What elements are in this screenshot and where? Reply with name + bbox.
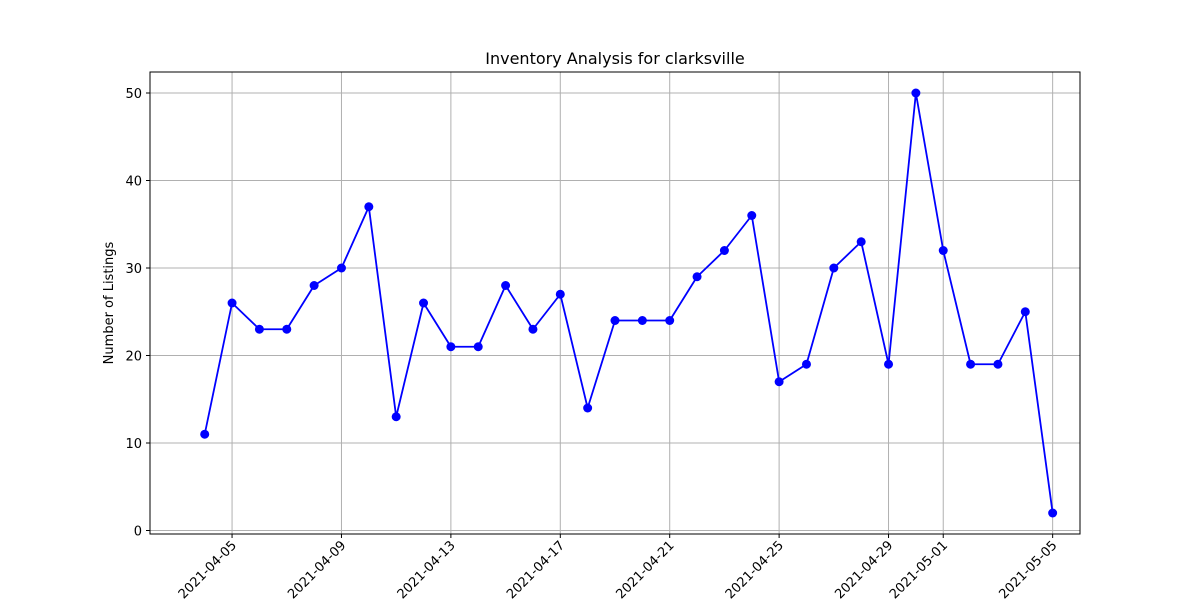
- data-point: [938, 246, 948, 255]
- plot-frame: [149, 71, 1081, 535]
- data-point: [282, 324, 292, 334]
- y-tick-label: 0: [134, 525, 142, 540]
- x-tick-label: 2021-04-05: [176, 538, 240, 600]
- data-point: [1020, 307, 1030, 317]
- y-axis: 0 10 20 30 40 50: [125, 87, 150, 540]
- y-tick-label: 10: [125, 437, 142, 452]
- data-point: [528, 324, 538, 334]
- data-point: [473, 342, 483, 352]
- data-point: [610, 316, 620, 325]
- data-point: [637, 316, 647, 325]
- x-tick-label: 2021-04-21: [613, 538, 677, 600]
- data-point: [911, 88, 921, 98]
- data-point: [446, 342, 456, 352]
- y-tick-label: 40: [125, 175, 142, 190]
- chart-title: Inventory Analysis for clarksville: [485, 49, 744, 68]
- data-point: [254, 324, 264, 334]
- data-point: [747, 211, 757, 220]
- x-tick-label: 2021-04-09: [285, 538, 349, 600]
- x-tick-label: 2021-04-25: [723, 538, 787, 600]
- data-point: [364, 202, 374, 212]
- data-point: [829, 263, 839, 273]
- data-point: [884, 359, 894, 369]
- data-point: [1048, 508, 1058, 518]
- data-point: [856, 237, 866, 247]
- data-point: [966, 359, 976, 369]
- x-tick-label: 2021-04-13: [395, 538, 459, 600]
- data-point: [501, 281, 511, 290]
- x-axis: 2021-04-05 2021-04-09 2021-04-13 2021-04-17…: [176, 534, 1060, 602]
- data-point: [200, 429, 210, 439]
- data-point: [391, 412, 401, 422]
- y-tick-label: 30: [125, 262, 142, 277]
- x-tick-label: 2021-05-01: [887, 538, 951, 600]
- y-tick-label: 50: [125, 87, 142, 102]
- data-point: [993, 359, 1003, 369]
- series-line-path: [203, 92, 1054, 514]
- y-axis-label: Number of Listings: [102, 241, 117, 364]
- y-tick-label: 20: [125, 350, 142, 365]
- data-point: [692, 272, 702, 282]
- data-point: [419, 298, 429, 308]
- series-line: [200, 88, 1058, 518]
- data-point: [801, 359, 811, 369]
- data-point: [583, 403, 593, 413]
- data-point: [555, 289, 565, 299]
- x-tick-label: 2021-05-05: [996, 538, 1060, 600]
- data-point: [719, 246, 729, 255]
- data-point: [309, 281, 319, 290]
- data-point: [336, 263, 346, 273]
- x-tick-label: 2021-04-17: [504, 538, 568, 600]
- data-point: [665, 316, 675, 325]
- data-point: [774, 377, 784, 387]
- grid: [150, 72, 1080, 534]
- data-point: [227, 298, 237, 308]
